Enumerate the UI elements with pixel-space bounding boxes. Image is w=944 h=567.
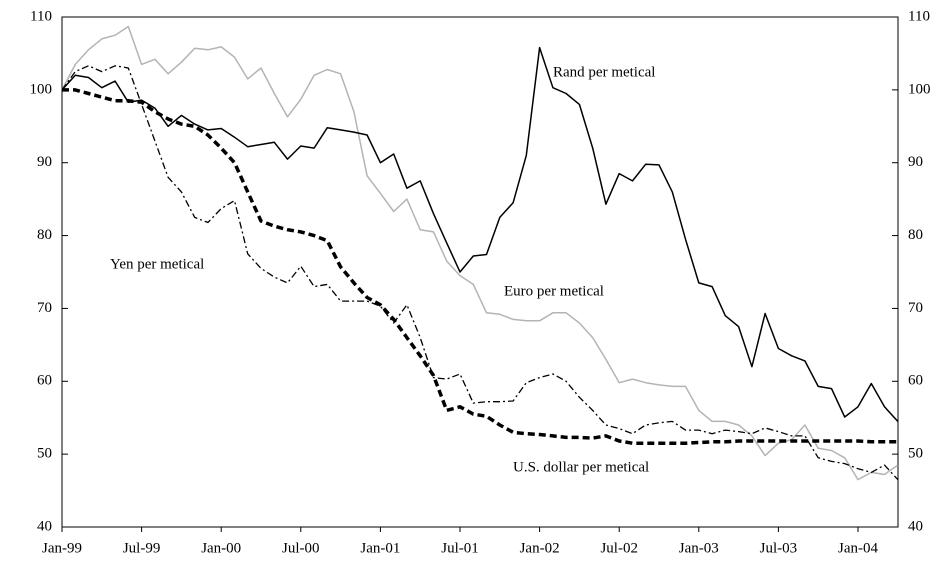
series-line (61, 46, 899, 422)
y2-tick-label: 70 (908, 300, 923, 316)
y-tick-label: 60 (37, 373, 52, 389)
x-tick-label: Jan-04 (838, 540, 878, 556)
plot-frame (61, 16, 899, 528)
series-line (61, 25, 899, 481)
x-tick-label: Jul-99 (123, 540, 161, 556)
y-tick-label: 70 (37, 300, 52, 316)
y2-tick-label: 50 (908, 446, 923, 462)
y2-tick-label: 90 (908, 154, 923, 170)
x-tick-label: Jul-02 (600, 540, 638, 556)
y2-tick-label: 40 (908, 518, 923, 534)
y-tick-label: 50 (37, 446, 52, 462)
x-tick-label: Jul-00 (282, 540, 320, 556)
series-line (62, 88, 898, 445)
x-tick-label: Jul-01 (441, 540, 479, 556)
x-tick-label: Jan-00 (201, 540, 241, 556)
series-label: Yen per metical (110, 256, 204, 272)
y-tick-label: 90 (37, 154, 52, 170)
x-tick-label: Jan-02 (520, 540, 560, 556)
series-label: U.S. dollar per metical (513, 459, 649, 475)
x-tick-label: Jan-99 (42, 540, 82, 556)
series-label: Rand per metical (553, 64, 655, 80)
y-tick-label: 40 (37, 518, 52, 534)
x-tick-label: Jan-01 (360, 540, 400, 556)
y-tick-label: 110 (30, 8, 52, 24)
x-tick-label: Jul-03 (760, 540, 798, 556)
y-tick-label: 80 (37, 227, 52, 243)
x-tick-label: Jan-03 (679, 540, 719, 556)
y-tick-label: 100 (30, 81, 53, 97)
series-line (61, 65, 899, 481)
y2-tick-label: 100 (908, 81, 931, 97)
y2-tick-label: 110 (908, 8, 930, 24)
y2-tick-label: 80 (908, 227, 923, 243)
series-label: Euro per metical (504, 283, 604, 299)
y2-tick-label: 60 (908, 373, 923, 389)
